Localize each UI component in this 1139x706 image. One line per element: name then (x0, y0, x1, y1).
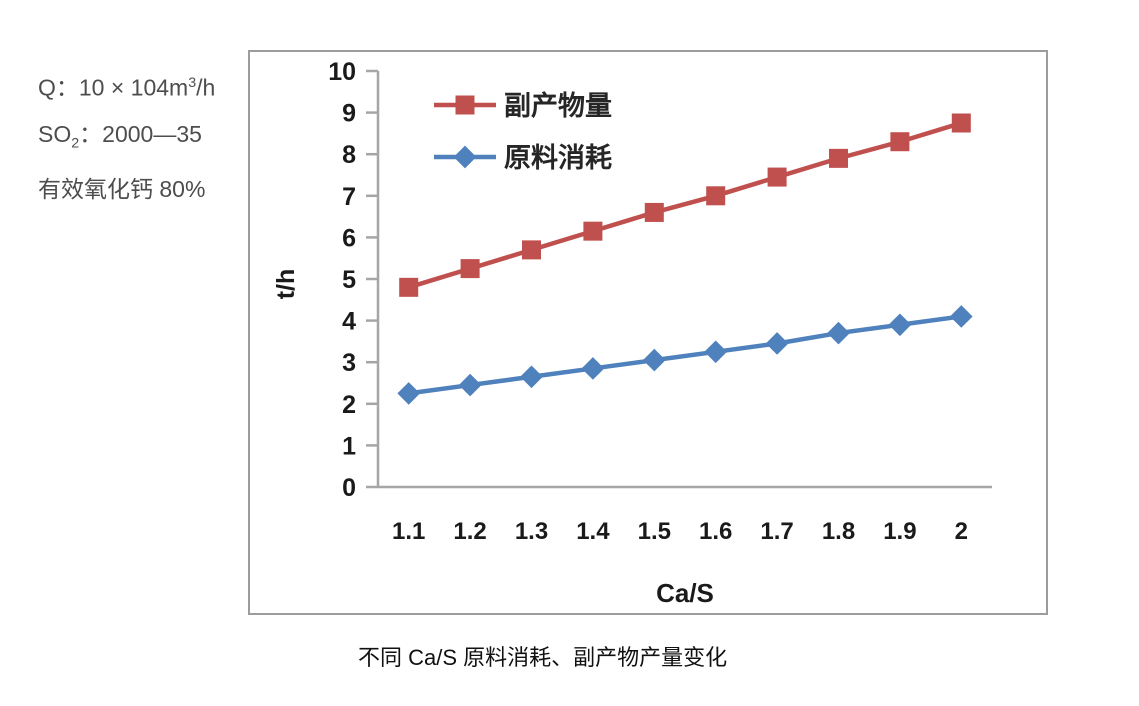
y-tick-label: 2 (342, 391, 356, 419)
data-point-diamond (520, 365, 543, 389)
info-panel: Q：10 × 104m3/h SO2：2000—35 有效氧化钙 80% (38, 60, 215, 212)
data-point-diamond (888, 313, 912, 337)
x-tick-label: 1.7 (760, 518, 793, 545)
chart-caption: 不同 Ca/S 原料消耗、副产物产量变化 (358, 645, 728, 670)
x-tick-label: 1.8 (822, 518, 855, 545)
info-line-cao: 有效氧化钙 80% (38, 176, 206, 203)
line-chart: 0 1 2 3 4 5 6 7 8 9 10 1.1 1.2 1.3 1.4 1.5 1.6 1.7 1.8 1.9 2… (272, 58, 992, 608)
y-tick-label: 10 (328, 58, 356, 86)
data-point-square (644, 202, 664, 222)
y-tick-label: 8 (342, 141, 356, 169)
y-tick-label: 4 (342, 308, 356, 336)
x-tick-label: 1.1 (392, 518, 425, 545)
data-point-diamond (949, 305, 973, 328)
y-tick-label: 5 (342, 266, 356, 294)
data-point-diamond (397, 382, 421, 405)
data-point-square (583, 221, 603, 241)
data-point-diamond (704, 340, 728, 364)
data-point-square (890, 132, 910, 152)
data-point-square (951, 113, 971, 133)
x-axis-title: Ca/S (656, 578, 714, 608)
legend-square-marker (455, 95, 475, 115)
data-point-square (767, 167, 787, 187)
legend-label: 副产物量 (504, 91, 612, 121)
x-tick-label: 2 (955, 518, 968, 545)
data-point-square (706, 186, 726, 206)
series-line-0 (406, 314, 964, 396)
superscript: 3 (188, 75, 197, 91)
x-tick-label: 1.4 (576, 518, 610, 545)
data-point-diamond (458, 373, 482, 397)
data-point-square (829, 148, 848, 168)
x-tick-label: 1.6 (699, 518, 732, 545)
info-line-flow-rate: Q：10 × 104m3/h (38, 74, 216, 101)
y-tick-label: 0 (342, 474, 356, 502)
series-line-1 (406, 120, 964, 290)
data-point-diamond (581, 357, 605, 380)
y-tick-label: 6 (342, 224, 356, 252)
y-tick-label: 1 (342, 432, 356, 460)
legend-diamond-marker (453, 145, 477, 169)
data-point-square (460, 259, 480, 279)
legend-label: 原料消耗 (504, 143, 612, 173)
data-point-diamond (642, 348, 666, 372)
x-tick-label: 1.2 (453, 518, 486, 545)
y-tick-label: 3 (342, 349, 356, 377)
y-tick-label: 9 (342, 100, 356, 128)
subscript: 2 (71, 135, 80, 152)
x-tick-label: 1.3 (515, 518, 548, 545)
y-axis-title: t/h (272, 269, 300, 300)
info-line-so2: SO2：2000—35 (38, 120, 202, 152)
chart-area: 0 1 2 3 4 5 6 7 8 9 10 1.1 1.2 1.3 1.4 1.5 1.6 1.7 1.8 1.9 2… (248, 50, 1048, 615)
data-point-diamond (827, 321, 850, 345)
x-tick-label: 1.9 (883, 518, 916, 545)
data-point-square (399, 277, 419, 297)
y-tick-label: 7 (342, 183, 356, 211)
x-tick-label: 1.5 (638, 518, 671, 545)
data-point-diamond (765, 332, 789, 355)
data-point-square (522, 240, 541, 260)
